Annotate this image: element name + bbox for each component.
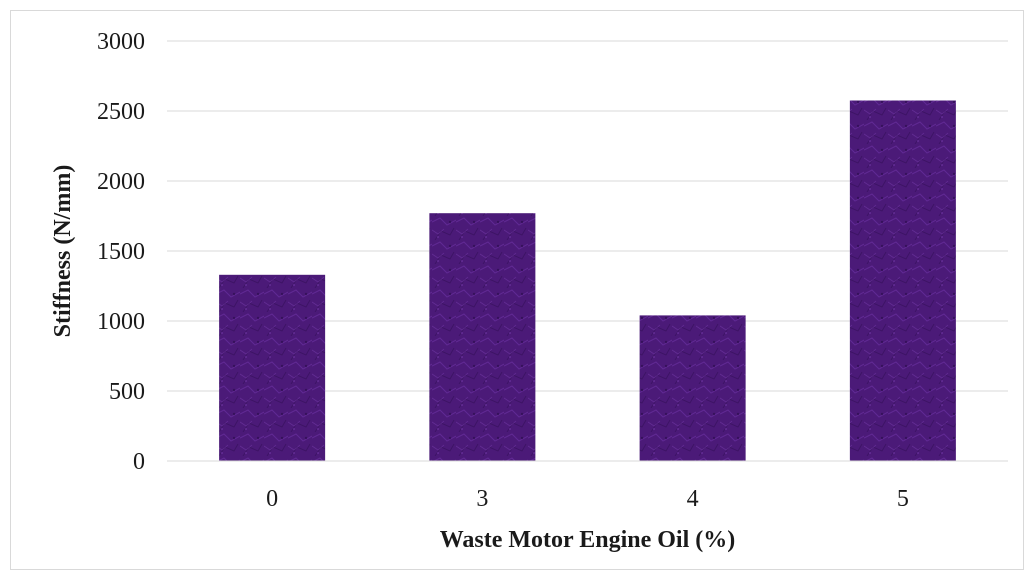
x-axis-title: Waste Motor Engine Oil (%) <box>440 527 736 553</box>
bar-0 <box>219 274 326 461</box>
bar-4 <box>639 315 746 461</box>
bars <box>219 100 956 461</box>
x-tick-labels: 0 3 4 5 <box>266 486 909 512</box>
x-tick-label-3: 3 <box>476 486 488 512</box>
y-tick-labels: 0 500 1000 1500 2000 2500 3000 <box>97 29 145 475</box>
bar-3 <box>429 213 536 461</box>
y-tick-label: 500 <box>109 379 145 405</box>
x-tick-label-0: 0 <box>266 486 278 512</box>
y-tick-label: 1500 <box>97 239 145 265</box>
bar-5 <box>849 100 956 461</box>
y-tick-label: 2000 <box>97 169 145 195</box>
y-tick-label: 1000 <box>97 309 145 335</box>
y-tick-label: 3000 <box>97 29 145 55</box>
y-tick-label: 2500 <box>97 99 145 125</box>
y-axis-title: Stiffness (N/mm) <box>50 165 76 338</box>
x-tick-label-5: 5 <box>897 486 909 512</box>
y-tick-label: 0 <box>133 449 145 475</box>
x-tick-label-4: 4 <box>687 486 699 512</box>
